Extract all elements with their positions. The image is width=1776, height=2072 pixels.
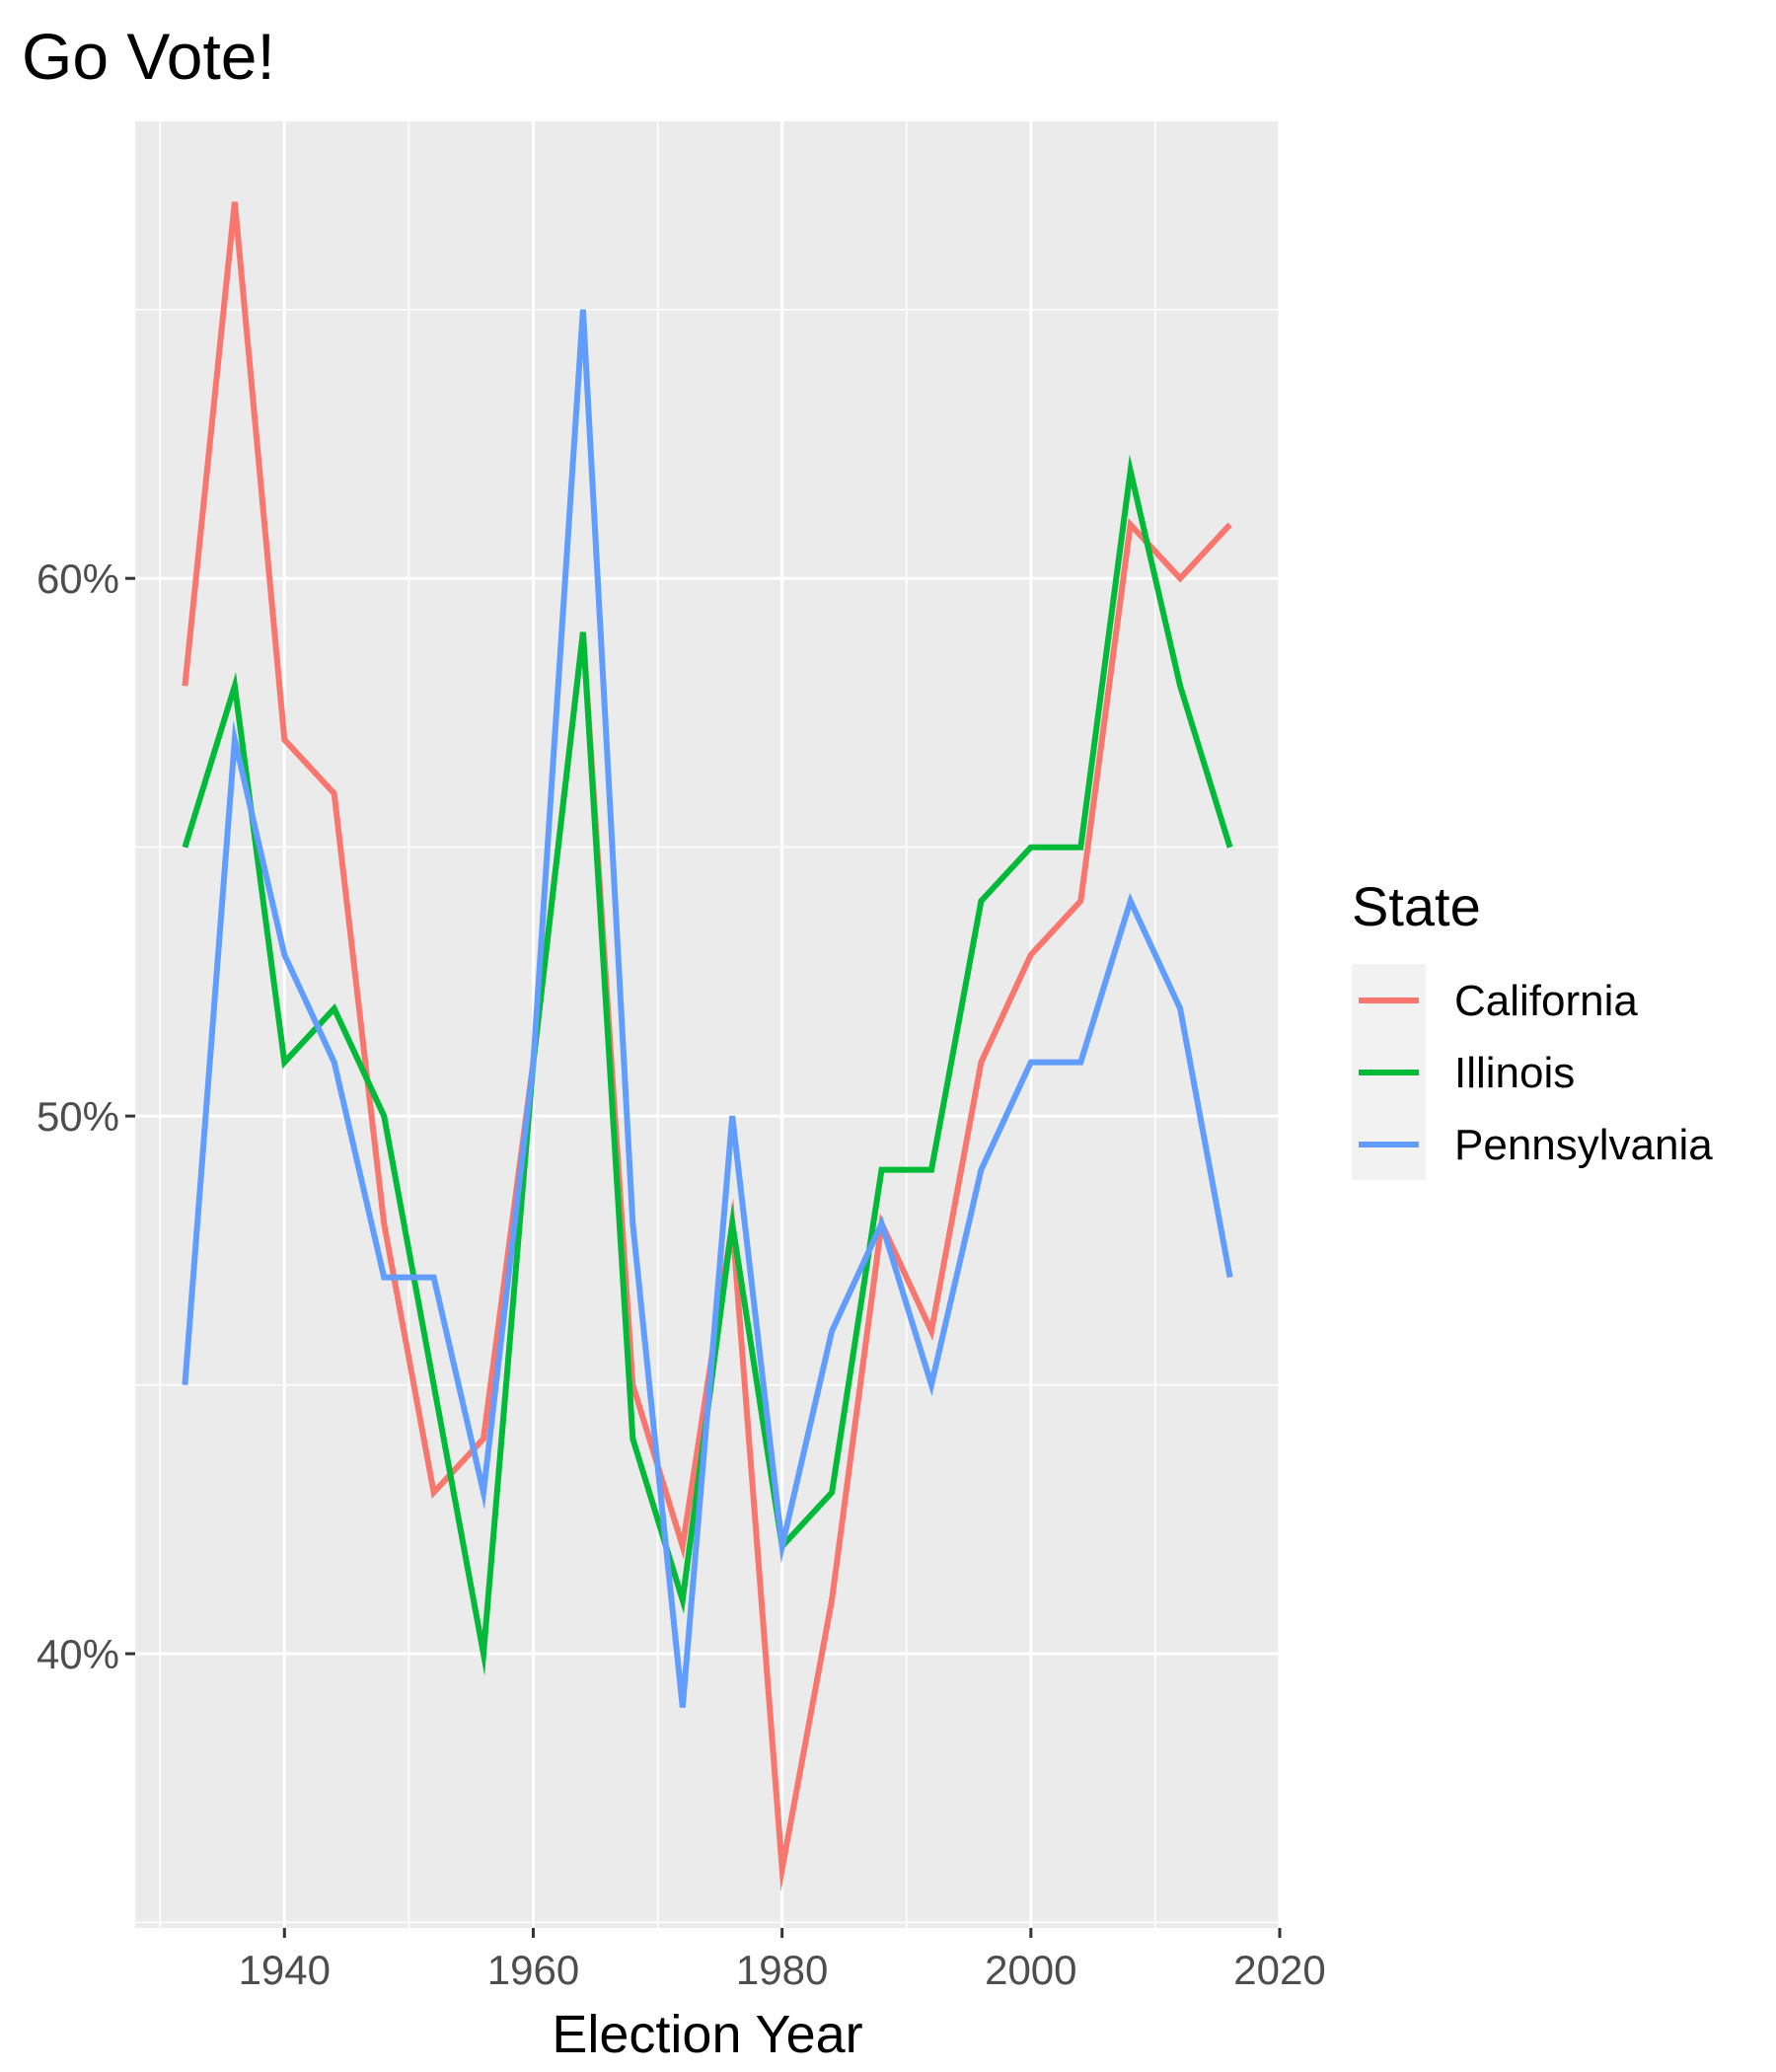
- chart-title: Go Vote!: [22, 20, 275, 93]
- y-tick-label: 40%: [37, 1631, 119, 1677]
- legend: State California Illinois Pennsylvania: [1352, 875, 1713, 1180]
- x-tick-label: 2020: [1233, 1947, 1325, 1993]
- legend-label-california: California: [1454, 977, 1638, 1025]
- x-tick-label: 1940: [239, 1947, 331, 1993]
- x-tick-label: 2000: [985, 1947, 1076, 1993]
- x-tick-label: 1960: [487, 1947, 579, 1993]
- legend-title: State: [1352, 875, 1481, 937]
- y-axis: 40% 50% 60%: [37, 555, 135, 1677]
- minor-gridlines: [135, 121, 1280, 1928]
- x-tick-label: 1980: [736, 1947, 828, 1993]
- plot-panel: [135, 121, 1280, 1928]
- y-tick-label: 60%: [37, 555, 119, 602]
- x-axis-title: Election Year: [552, 2005, 862, 2064]
- series-line-pennsylvania: [182, 309, 1233, 1708]
- y-tick-label: 50%: [37, 1093, 119, 1140]
- legend-label-pennsylvania: Pennsylvania: [1454, 1121, 1713, 1169]
- series-lines: [182, 201, 1233, 1892]
- major-gridlines: [135, 121, 1282, 1928]
- legend-label-illinois: Illinois: [1454, 1049, 1575, 1097]
- x-axis: 1940 1960 1980 2000 2020: [239, 1928, 1326, 1993]
